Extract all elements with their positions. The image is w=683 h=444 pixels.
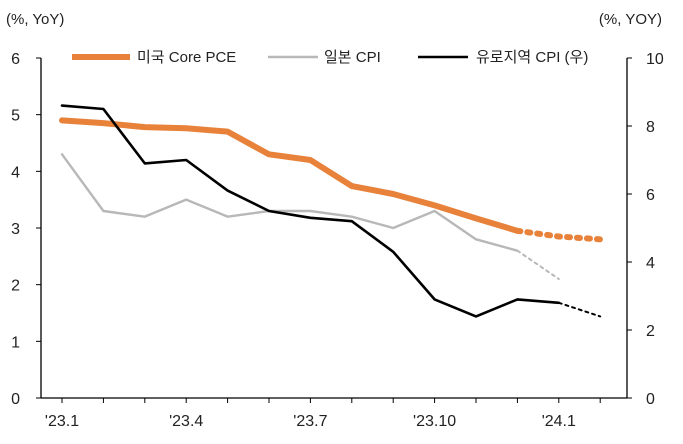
series-line-1 bbox=[60, 153, 519, 252]
tick-labels: 0 1 2 3 4 5 6 0 2 4 6 8 10 (%, YoY) (%, YOY) '23.1 '23.4… bbox=[6, 11, 664, 430]
right-tick-label: 10 bbox=[646, 51, 664, 68]
left-tick-label: 2 bbox=[11, 278, 20, 295]
right-tick-label: 6 bbox=[646, 187, 655, 204]
x-tick-label: '23.7 bbox=[293, 413, 327, 430]
left-axis-unit: (%, YoY) bbox=[6, 11, 64, 28]
series-line-0 bbox=[59, 117, 521, 234]
x-tick-label: '23.1 bbox=[45, 413, 79, 430]
x-tick-label: '24.1 bbox=[542, 413, 576, 430]
right-tick-label: 4 bbox=[646, 255, 655, 272]
series-lines bbox=[59, 104, 604, 318]
right-tick-label: 0 bbox=[646, 391, 655, 408]
series-forecast-2 bbox=[557, 301, 602, 318]
left-tick-label: 0 bbox=[11, 391, 20, 408]
left-tick-label: 1 bbox=[11, 334, 20, 351]
right-tick-label: 2 bbox=[646, 323, 655, 340]
legend-label-0: 미국 Core PCE bbox=[137, 49, 236, 66]
left-tick-label: 3 bbox=[11, 221, 20, 238]
x-tick-label: '23.10 bbox=[413, 413, 456, 430]
left-tick-label: 4 bbox=[11, 164, 20, 181]
left-tick-label: 5 bbox=[11, 108, 20, 125]
left-tick-label: 6 bbox=[11, 51, 20, 68]
legend-label-2: 유로지역 CPI (우) bbox=[476, 49, 588, 66]
axes bbox=[36, 57, 632, 403]
right-tick-label: 8 bbox=[646, 119, 655, 136]
series-forecast-0 bbox=[514, 227, 604, 243]
right-axis-unit: (%, YOY) bbox=[599, 11, 662, 28]
legend: 미국 Core PCE 일본 CPI 유로지역 CPI (우) bbox=[72, 49, 588, 66]
legend-label-1: 일본 CPI bbox=[324, 49, 381, 66]
series-line-2 bbox=[60, 104, 561, 318]
series-forecast-1 bbox=[516, 249, 560, 280]
x-tick-label: '23.4 bbox=[169, 413, 203, 430]
